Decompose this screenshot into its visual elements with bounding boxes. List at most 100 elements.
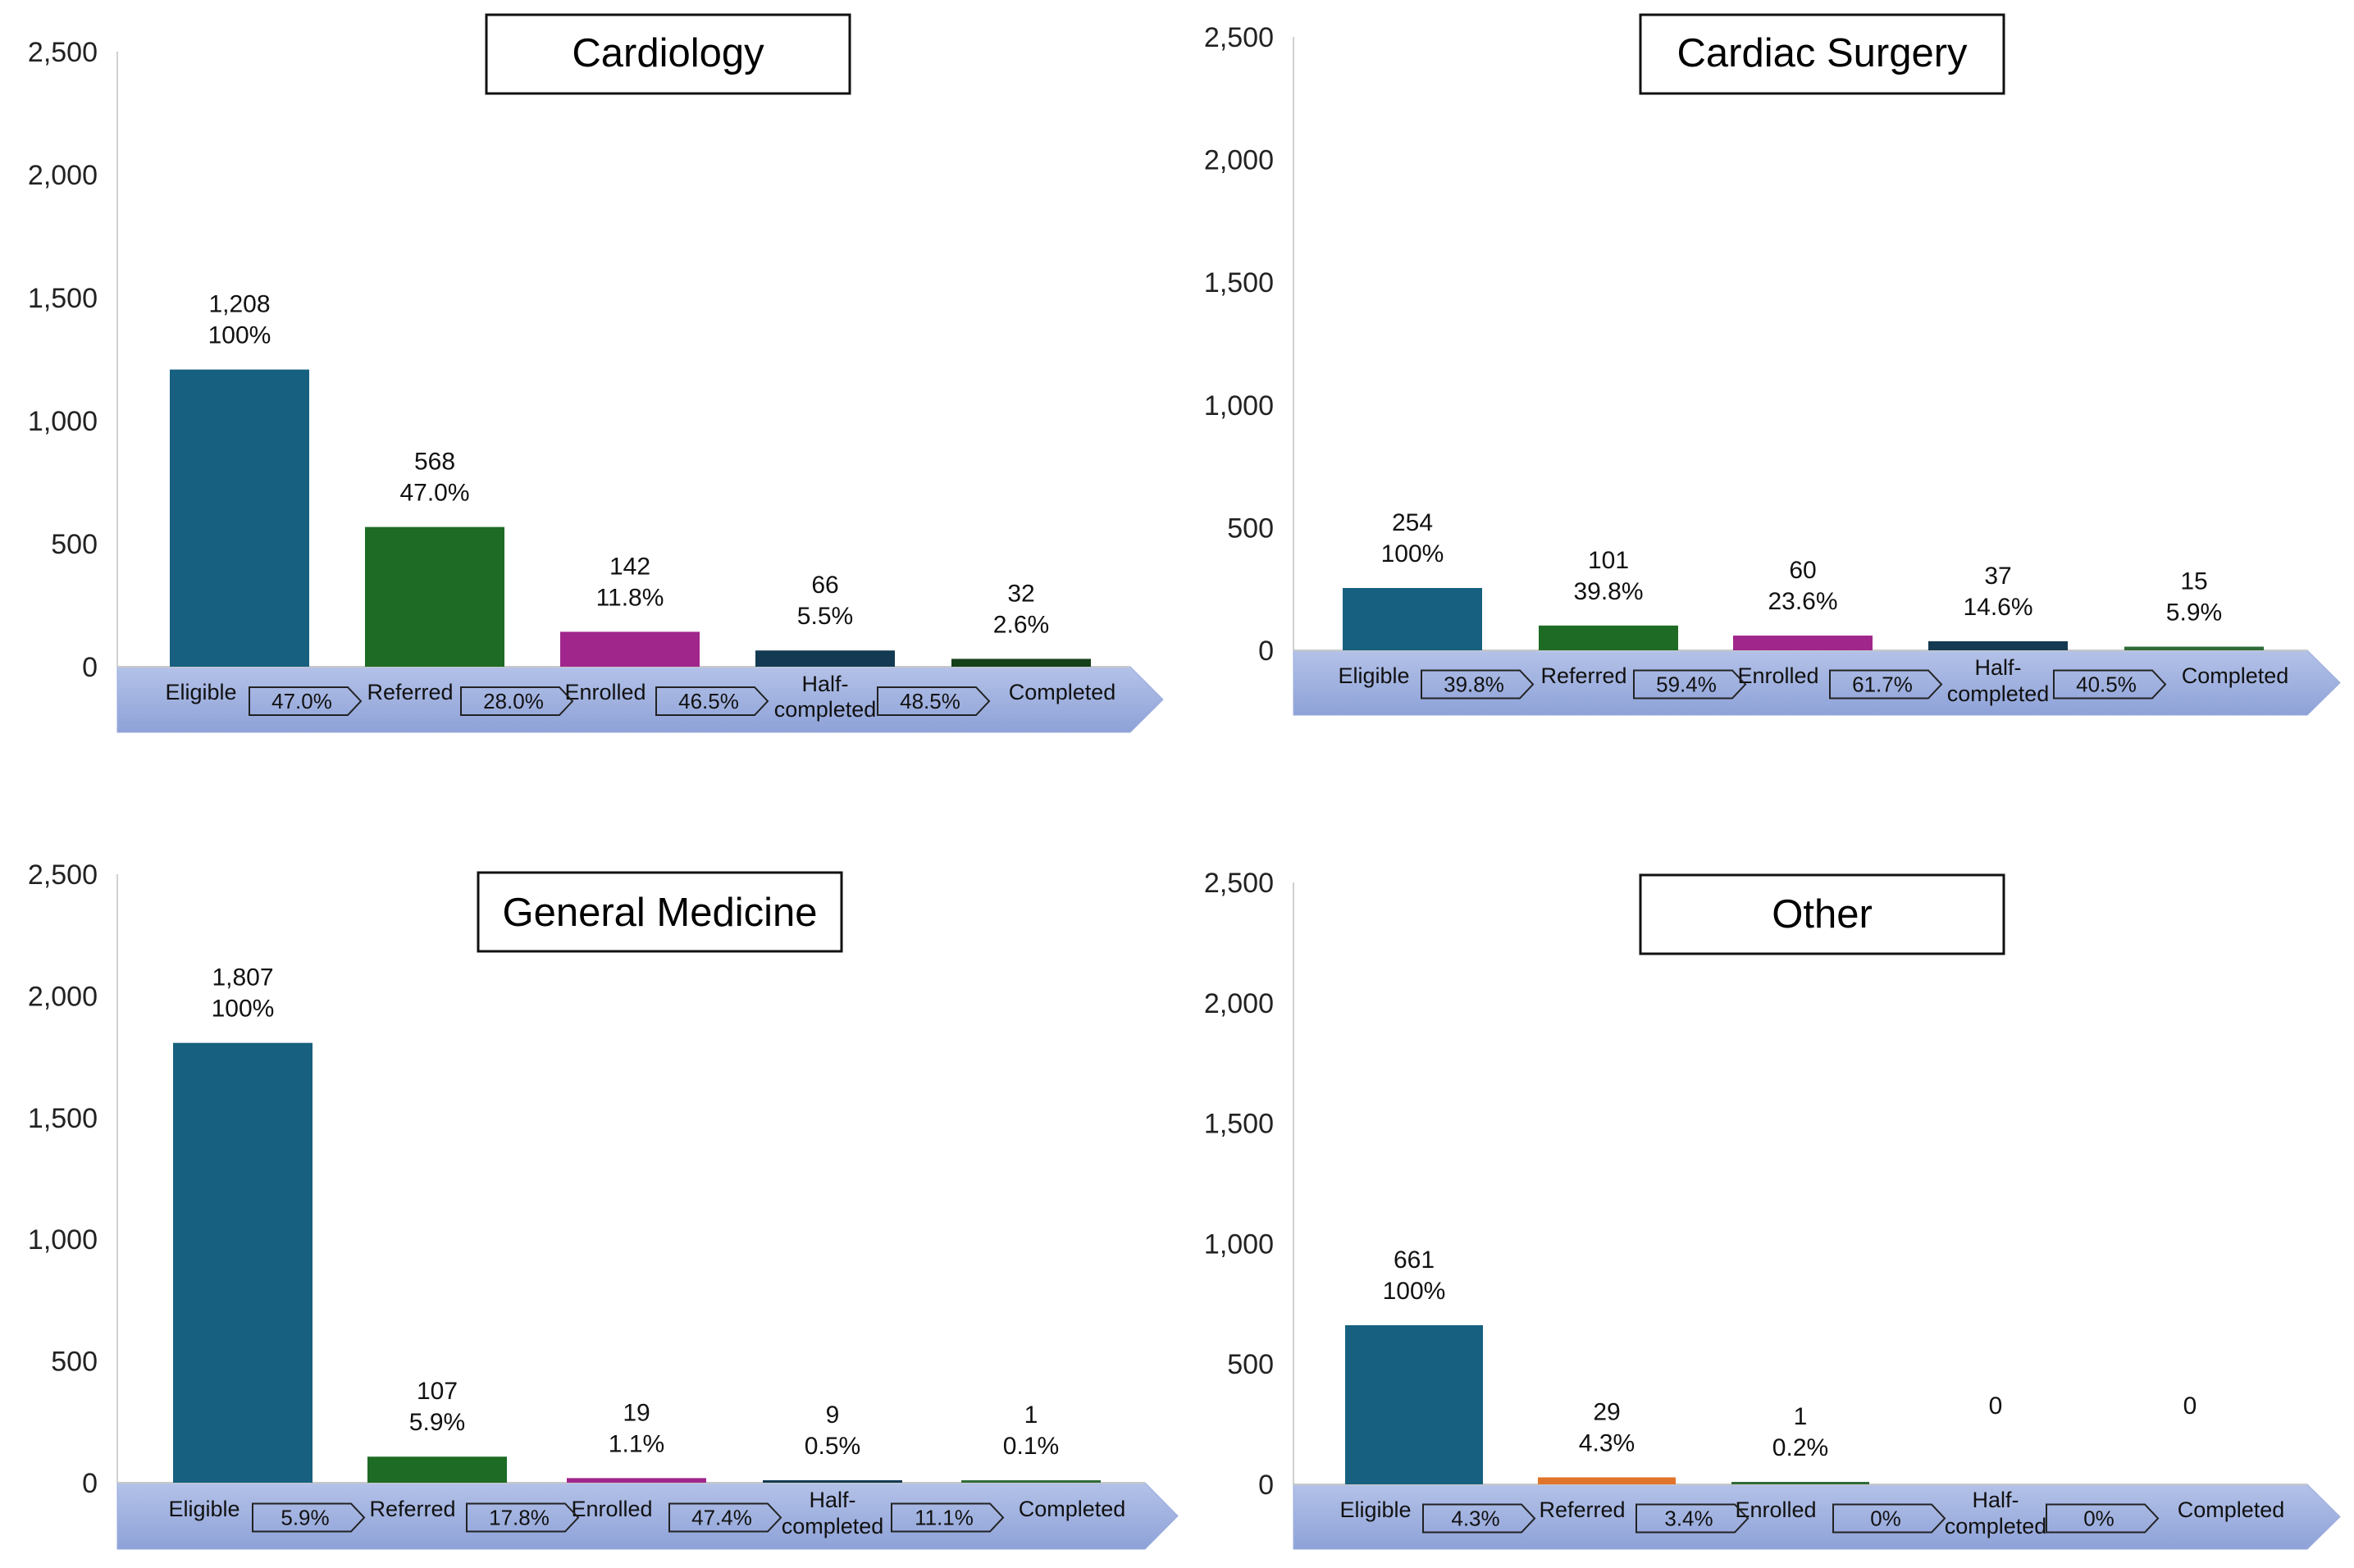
bar-value-label: 1 bbox=[1024, 1402, 1038, 1429]
conversion-rate-label: 0% bbox=[2083, 1506, 2114, 1531]
y-tick-label: 2,500 bbox=[28, 37, 98, 68]
conversion-rate-label: 39.8% bbox=[1444, 672, 1504, 697]
bar-percent-label: 5.5% bbox=[797, 603, 853, 630]
bar-percent-label: 0.1% bbox=[1003, 1433, 1059, 1460]
bar-percent-label: 0.2% bbox=[1772, 1434, 1828, 1461]
stage-label: Eligible bbox=[1338, 663, 1409, 688]
bar-percent-label: 2.6% bbox=[993, 611, 1049, 638]
stage-label: Completed bbox=[2182, 663, 2289, 688]
stage-label: Enrolled bbox=[1735, 1497, 1816, 1522]
y-tick-label: 2,500 bbox=[1204, 22, 1274, 53]
bar-value-label: 29 bbox=[1593, 1398, 1620, 1425]
y-tick-label: 1,500 bbox=[1204, 1109, 1274, 1140]
y-tick-label: 2,500 bbox=[1204, 868, 1274, 899]
title-box bbox=[1639, 873, 2005, 955]
chart-title: Cardiac Surgery bbox=[1677, 31, 1968, 75]
conversion-rate-label: 48.5% bbox=[900, 689, 960, 713]
y-tick-label: 500 bbox=[51, 1347, 98, 1378]
title-box bbox=[485, 13, 851, 95]
y-tick-label: 2,000 bbox=[28, 981, 98, 1012]
stage-label: Half- bbox=[1974, 655, 2021, 680]
stage-label-cont: completed bbox=[1945, 1514, 2047, 1538]
bar-percent-label: 1.1% bbox=[609, 1430, 664, 1457]
y-tick-label: 0 bbox=[82, 652, 98, 683]
bar-percent-label: 4.3% bbox=[1579, 1429, 1635, 1456]
bar-percent-label: 14.6% bbox=[1963, 594, 2032, 621]
stage-label-cont: completed bbox=[1947, 681, 2050, 706]
stage-label: Eligible bbox=[165, 680, 236, 704]
conversion-rate-label: 61.7% bbox=[1852, 672, 1913, 697]
chart-panel-0: 0 500 1,000 1,500 2,000 2,500 1,208 100% Eligibl… bbox=[28, 13, 1164, 733]
bar-2 bbox=[560, 631, 700, 667]
conversion-rate-label: 59.4% bbox=[1656, 672, 1717, 697]
conversion-rate-label: 28.0% bbox=[483, 689, 544, 713]
bar-value-label: 19 bbox=[623, 1399, 650, 1426]
stage-label: Half- bbox=[801, 672, 848, 696]
bar-3 bbox=[755, 650, 895, 667]
y-tick-label: 0 bbox=[82, 1468, 98, 1499]
bar-percent-label: 23.6% bbox=[1768, 588, 1837, 615]
bar-value-label: 37 bbox=[1984, 563, 2011, 590]
chart-title: General Medicine bbox=[502, 891, 817, 935]
bar-1 bbox=[365, 526, 504, 667]
bar-percent-label: 100% bbox=[208, 322, 271, 349]
conversion-rate-label: 47.4% bbox=[691, 1506, 752, 1530]
y-tick-label: 1,000 bbox=[28, 1224, 98, 1256]
conversion-chevron bbox=[1829, 669, 1943, 700]
bar-1 bbox=[367, 1456, 507, 1483]
conversion-chevron bbox=[2046, 1503, 2160, 1534]
bar-value-label: 66 bbox=[811, 572, 838, 599]
stage-label: Referred bbox=[369, 1497, 455, 1521]
stage-label: Eligible bbox=[1339, 1497, 1411, 1522]
y-tick-label: 500 bbox=[1227, 1349, 1274, 1380]
stage-label: Referred bbox=[1539, 1497, 1625, 1522]
bar-percent-label: 11.8% bbox=[596, 584, 664, 611]
stage-label: Completed bbox=[2178, 1497, 2285, 1522]
bar-2 bbox=[1733, 636, 1873, 650]
bar-value-label: 254 bbox=[1392, 509, 1433, 536]
conversion-chevron bbox=[466, 1502, 580, 1533]
conversion-rate-label: 47.0% bbox=[271, 689, 332, 713]
y-tick-label: 1,500 bbox=[28, 283, 98, 314]
bar-percent-label: 5.9% bbox=[409, 1409, 465, 1436]
bar-percent-label: 100% bbox=[1381, 540, 1444, 567]
bar-2 bbox=[1731, 1482, 1869, 1484]
conversion-rate-label: 3.4% bbox=[1664, 1506, 1713, 1531]
bar-percent-label: 39.8% bbox=[1573, 578, 1643, 605]
conversion-chevron bbox=[877, 686, 991, 716]
bar-value-label: 1 bbox=[1794, 1403, 1808, 1430]
bar-0 bbox=[170, 369, 309, 667]
conversion-chevron bbox=[1832, 1503, 1946, 1534]
conversion-rate-label: 0% bbox=[1870, 1506, 1901, 1531]
y-tick-label: 0 bbox=[1258, 1470, 1274, 1501]
bar-value-label: 107 bbox=[417, 1378, 458, 1405]
conversion-chevron bbox=[1422, 1503, 1536, 1534]
stage-label-cont: completed bbox=[782, 1514, 884, 1538]
conversion-chevron bbox=[252, 1502, 366, 1533]
stage-label: Half- bbox=[1972, 1488, 2019, 1512]
y-tick-label: 2,000 bbox=[1204, 988, 1274, 1019]
stage-label: Half- bbox=[809, 1488, 855, 1512]
bar-1 bbox=[1539, 625, 1678, 650]
bar-4 bbox=[2124, 646, 2264, 650]
y-tick-label: 2,500 bbox=[28, 859, 98, 891]
conversion-rate-label: 11.1% bbox=[915, 1506, 974, 1530]
bar-4 bbox=[961, 1480, 1101, 1483]
bar-value-label: 661 bbox=[1394, 1247, 1435, 1274]
conversion-rate-label: 40.5% bbox=[2076, 672, 2137, 697]
y-tick-label: 1,500 bbox=[28, 1103, 98, 1134]
bar-1 bbox=[1538, 1477, 1676, 1484]
bar-0 bbox=[1345, 1324, 1483, 1484]
conversion-chevron bbox=[1635, 1503, 1750, 1534]
chart-title: Other bbox=[1772, 892, 1873, 937]
bar-value-label: 101 bbox=[1588, 547, 1629, 574]
conversion-rate-label: 46.5% bbox=[678, 689, 739, 713]
y-tick-label: 500 bbox=[51, 529, 98, 560]
bar-0 bbox=[173, 1042, 312, 1483]
bar-value-label: 1,807 bbox=[212, 964, 273, 991]
stage-label: Completed bbox=[1019, 1497, 1126, 1521]
bar-value-label: 568 bbox=[414, 449, 455, 476]
y-tick-label: 1,500 bbox=[1204, 267, 1274, 299]
